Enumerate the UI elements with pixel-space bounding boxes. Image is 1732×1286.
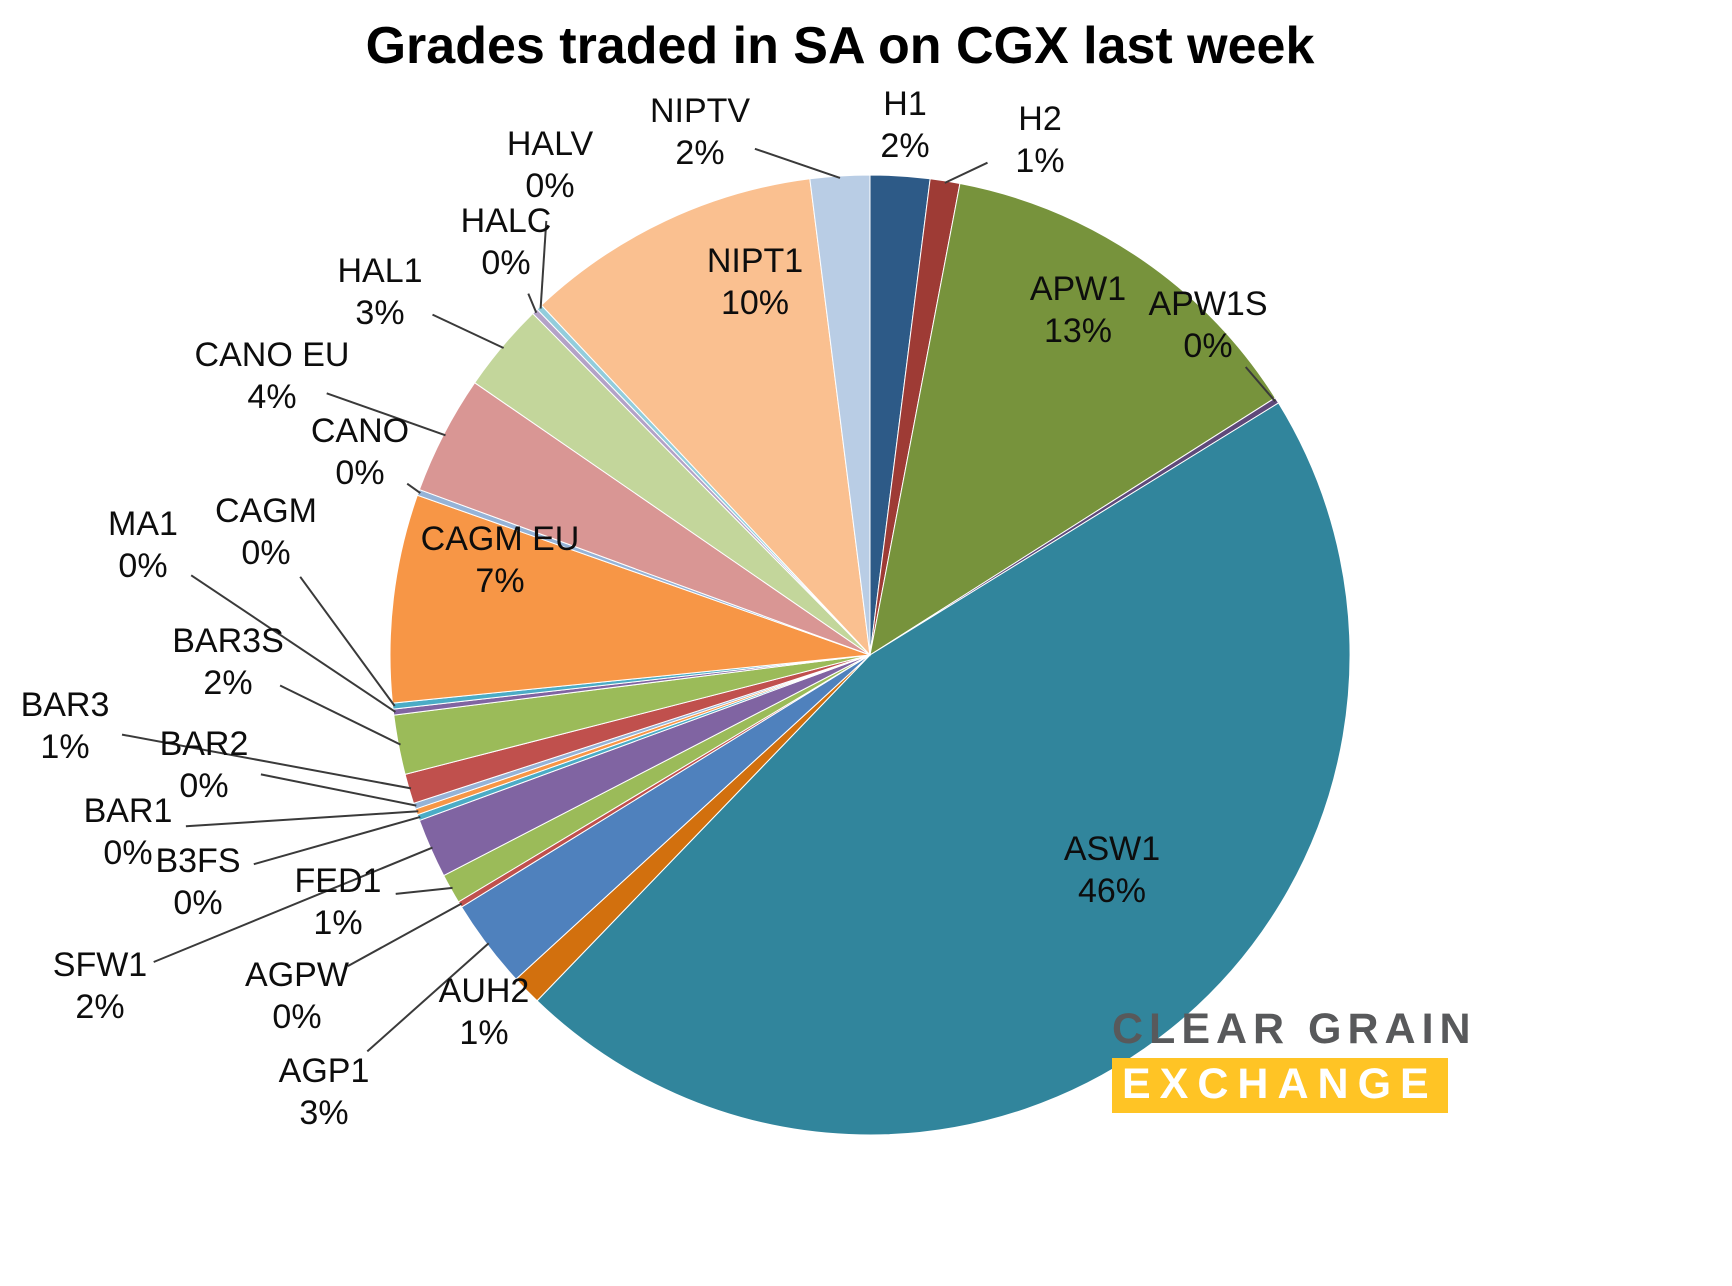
slice-name-apw1: APW1 xyxy=(1030,270,1126,308)
slice-pct-halv: 0% xyxy=(525,167,574,205)
leader-line-cano xyxy=(406,482,421,494)
slice-pct-apw1: 13% xyxy=(1044,312,1112,350)
pie-slice-asw1 xyxy=(536,402,1351,1136)
slice-name-bar3s: BAR3S xyxy=(172,622,284,660)
leader-line-apw1s xyxy=(1244,366,1276,403)
slice-pct-cagm: 0% xyxy=(241,534,290,572)
slice-name-cagm: CAGM xyxy=(215,492,317,530)
slice-pct-cagm-eu: 7% xyxy=(475,562,524,600)
leader-line-h2 xyxy=(944,161,988,184)
leader-line-fed1 xyxy=(395,886,453,895)
leader-line-agp1 xyxy=(366,942,490,1053)
slice-pct-halc: 0% xyxy=(481,244,530,282)
slice-pct-bar2: 0% xyxy=(179,767,228,805)
slice-name-auh2: AUH2 xyxy=(439,972,530,1010)
slice-pct-agpw: 0% xyxy=(272,998,321,1036)
slice-pct-bar1: 0% xyxy=(103,834,152,872)
slice-name-bar3: BAR3 xyxy=(21,686,110,724)
leader-line-hal1 xyxy=(432,313,505,349)
slice-pct-bar3: 1% xyxy=(40,728,89,766)
slice-pct-niptv: 2% xyxy=(675,134,724,172)
leader-line-halc xyxy=(527,293,538,314)
leader-line-bar3s xyxy=(279,684,401,746)
slice-name-halv: HALV xyxy=(507,125,594,163)
leader-line-cagm xyxy=(299,576,396,707)
slice-name-b3fs: B3FS xyxy=(155,842,240,880)
leader-line-b3fs xyxy=(253,815,421,866)
slice-pct-cano-eu: 4% xyxy=(247,378,296,416)
leader-line-ma1 xyxy=(190,574,396,713)
slice-pct-ma1: 0% xyxy=(118,547,167,585)
slice-pct-auh2: 1% xyxy=(459,1014,508,1052)
slice-pct-apw1s: 0% xyxy=(1183,327,1232,365)
slice-pct-asw1: 46% xyxy=(1078,872,1146,910)
slice-name-h1: H1 xyxy=(883,85,926,123)
pie-slice-cagm-eu xyxy=(389,494,871,704)
slice-name-cagm-eu: CAGM EU xyxy=(421,520,580,558)
slice-name-cano-eu: CANO EU xyxy=(195,336,350,374)
leader-line-bar1 xyxy=(185,810,419,828)
leader-line-bar3 xyxy=(121,733,412,790)
slice-name-ma1: MA1 xyxy=(108,505,178,543)
slice-pct-h1: 2% xyxy=(880,127,929,165)
leader-line-sfw1 xyxy=(153,846,433,963)
leader-line-bar2 xyxy=(260,773,417,807)
logo-text-clear-grain: CLEAR GRAIN xyxy=(1112,1005,1477,1053)
slice-pct-b3fs: 0% xyxy=(173,884,222,922)
slice-pct-hal1: 3% xyxy=(355,294,404,332)
cgx-logo: CLEAR GRAIN EXCHANGE xyxy=(1112,1005,1477,1113)
slice-name-asw1: ASW1 xyxy=(1064,830,1160,868)
pie-slice-nipt1 xyxy=(540,178,871,657)
leader-line-niptv xyxy=(754,147,841,179)
pie-slice-apw1 xyxy=(869,182,1276,657)
slice-name-niptv: NIPTV xyxy=(650,92,750,130)
leader-line-agpw xyxy=(347,902,463,967)
slice-name-sfw1: SFW1 xyxy=(53,946,147,984)
pie-slice-niptv xyxy=(809,174,871,656)
slice-name-h2: H2 xyxy=(1018,100,1061,138)
leader-line-cano-eu xyxy=(326,392,446,437)
slice-pct-nipt1: 10% xyxy=(721,284,789,322)
slice-pct-bar3s: 2% xyxy=(203,664,252,702)
slice-name-agp1: AGP1 xyxy=(279,1052,370,1090)
slice-pct-sfw1: 2% xyxy=(75,988,124,1026)
slice-pct-agp1: 3% xyxy=(299,1094,348,1132)
slice-name-hal1: HAL1 xyxy=(337,252,422,290)
slice-name-bar1: BAR1 xyxy=(84,792,173,830)
leader-line-halv xyxy=(539,220,548,309)
slice-pct-fed1: 1% xyxy=(313,904,362,942)
slice-name-cano: CANO xyxy=(311,412,409,450)
logo-text-exchange: EXCHANGE xyxy=(1112,1058,1448,1113)
slice-name-nipt1: NIPT1 xyxy=(707,242,803,280)
slice-pct-h2: 1% xyxy=(1015,142,1064,180)
slice-name-fed1: FED1 xyxy=(295,862,382,900)
slice-name-bar2: BAR2 xyxy=(160,725,249,763)
slice-name-halc: HALC xyxy=(461,202,552,240)
slice-name-agpw: AGPW xyxy=(245,956,349,994)
slice-name-apw1s: APW1S xyxy=(1148,285,1267,323)
slice-pct-cano: 0% xyxy=(335,454,384,492)
chart-title: Grades traded in SA on CGX last week xyxy=(365,17,1315,75)
